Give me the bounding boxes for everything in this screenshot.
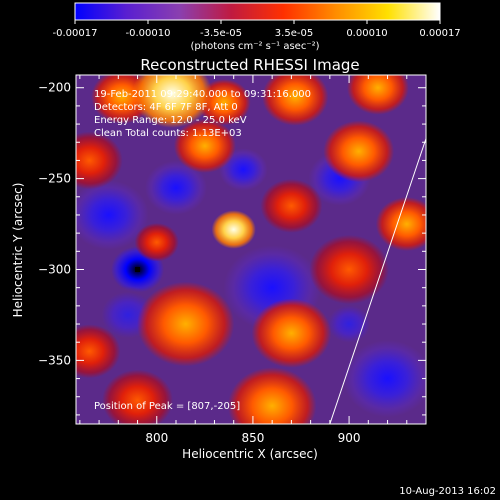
colorbar-tick-label: -3.5e-05 <box>200 28 242 39</box>
y-axis-label: Heliocentric Y (arcsec) <box>11 183 25 318</box>
annotation-time: 19-Feb-2011 09:29:40.000 to 09:31:16.000 <box>94 89 311 100</box>
emission-blob <box>136 281 235 367</box>
y-tick-label: −200 <box>38 81 71 95</box>
x-axis-ticks: 800 850 900 <box>79 75 427 445</box>
y-tick-label: −350 <box>38 353 71 367</box>
chart-title: Reconstructed RHESSI Image <box>140 56 359 74</box>
emission-blob <box>346 75 409 115</box>
colorbar-tick-label: -0.00010 <box>126 28 171 39</box>
y-tick-label: −250 <box>38 172 71 186</box>
negative-blob <box>76 180 149 250</box>
emission-blob <box>211 210 256 249</box>
colorbar-tick-label: 0.00017 <box>419 28 460 39</box>
emission-blob <box>134 222 179 262</box>
negative-blob <box>145 160 207 215</box>
colorbar-unit-label: (photons cm⁻² s⁻¹ asec⁻²) <box>190 41 319 52</box>
minimum-marker <box>135 266 141 272</box>
annotation-peak: Position of Peak = [807,-205] <box>94 401 240 412</box>
annotation-clean: Clean Total counts: 1.13E+03 <box>94 128 242 139</box>
annotation-detectors: Detectors: 4F 6F 7F 8F, Att 0 <box>94 102 238 113</box>
emission-blob <box>173 118 236 173</box>
negative-blob <box>343 340 426 418</box>
colorbar-tick-label: 3.5e-05 <box>275 28 313 39</box>
solar-limb-line <box>329 138 426 424</box>
emission-blob <box>76 324 121 379</box>
heatmap <box>76 75 426 424</box>
colorbar-bar <box>74 2 441 21</box>
footer-timestamp: 10-Aug-2013 16:02 <box>399 486 496 497</box>
emission-blob <box>132 75 212 128</box>
emission-blob <box>323 120 395 183</box>
emission-blob <box>102 369 173 424</box>
x-axis-label: Heliocentric X (arcsec) <box>182 447 318 461</box>
emission-blob <box>227 367 317 424</box>
x-tick-label: 900 <box>338 431 361 445</box>
emission-blob <box>262 75 329 126</box>
plot-area: 800 850 900 −200 −250 −300 −350 <box>38 74 427 445</box>
colorbar: -0.00017 -0.00010 -3.5e-05 3.5e-05 0.00010 0.… <box>53 2 461 52</box>
colorbar-tick-label: 0.00010 <box>346 28 387 39</box>
emission-blob <box>375 197 426 251</box>
colorbar-ticks: -0.00017 -0.00010 -3.5e-05 3.5e-05 0.00010 0.… <box>53 20 461 39</box>
y-tick-label: −300 <box>38 262 71 276</box>
x-tick-label: 800 <box>145 431 168 445</box>
plot-frame <box>75 74 427 425</box>
negative-blob <box>322 300 376 348</box>
emission-blob <box>76 131 123 190</box>
annotations: 19-Feb-2011 09:29:40.000 to 09:31:16.000… <box>94 89 311 412</box>
emission-blob <box>309 234 389 305</box>
x-tick-label: 850 <box>241 431 264 445</box>
annotation-energy: Energy Range: 12.0 - 25.0 keV <box>94 115 247 126</box>
emission-blob <box>260 178 323 233</box>
colorbar-tick-label: -0.00017 <box>53 28 98 39</box>
y-axis-ticks: −200 −250 −300 −350 <box>38 81 426 416</box>
emission-blob <box>251 298 332 368</box>
